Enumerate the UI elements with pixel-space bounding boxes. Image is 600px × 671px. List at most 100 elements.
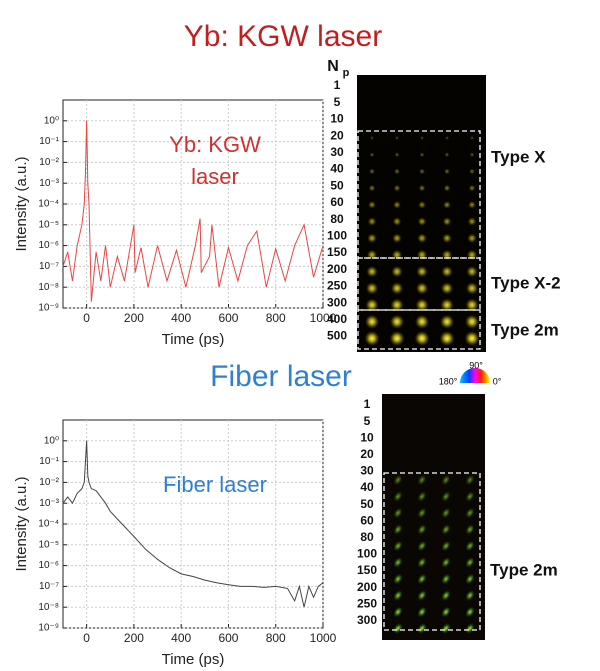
pattern-spots (364, 136, 480, 346)
y-tick-label: 10⁰ (44, 115, 59, 126)
spot (441, 524, 451, 535)
y-tick-label: 10⁻³ (39, 178, 59, 189)
spot (390, 314, 404, 329)
spot (417, 507, 427, 519)
spot (439, 331, 455, 346)
y-tick-label: 10⁻⁸ (38, 282, 59, 293)
y-tick-label: 10⁻⁷ (39, 581, 59, 592)
type-box (357, 130, 481, 631)
spot (393, 201, 401, 209)
x-tick-label: 400 (171, 311, 191, 325)
spot (465, 507, 475, 519)
spot (418, 184, 426, 192)
spot (415, 298, 429, 312)
np-label: 300 (327, 295, 347, 309)
type-label: Type 2m (491, 320, 559, 339)
x-tick-label: 800 (266, 631, 286, 645)
spot (367, 217, 377, 226)
spot (465, 573, 475, 585)
spot (470, 136, 474, 140)
spot (468, 201, 476, 209)
spot (392, 217, 402, 226)
spot (417, 606, 427, 618)
np-label: 1 (334, 78, 341, 92)
np-label: 5 (334, 95, 341, 109)
x-axis-label: Time (ps) (162, 651, 225, 668)
spot (444, 152, 450, 158)
spot (414, 331, 430, 346)
np-label: 100 (327, 228, 347, 242)
y-tick-label: 10⁻⁶ (38, 240, 59, 251)
spot (391, 266, 403, 278)
spot (465, 557, 475, 568)
spot (368, 184, 376, 192)
spot (420, 136, 424, 140)
np-label: 10 (330, 112, 344, 126)
spot (417, 217, 427, 226)
np-label: 500 (327, 329, 347, 343)
spot (441, 507, 451, 519)
np-label: 40 (360, 480, 374, 494)
x-tick-label: 800 (266, 311, 286, 325)
spot (415, 314, 429, 329)
spot (417, 557, 427, 568)
spot (440, 282, 454, 295)
spot (417, 540, 427, 552)
np-label: 80 (330, 212, 344, 226)
spot (417, 590, 427, 601)
wheel-label: 180° (439, 376, 458, 386)
spot (395, 136, 399, 140)
spot (441, 573, 451, 585)
spot (464, 331, 480, 346)
spot (369, 168, 375, 175)
spot (441, 623, 451, 634)
spot (417, 474, 427, 486)
np-label: 1 (364, 397, 371, 411)
x-tick-label: 0 (83, 311, 90, 325)
type-box (357, 130, 481, 259)
np-label: 10 (360, 430, 374, 444)
type-box (357, 309, 481, 350)
spot (441, 590, 451, 601)
np-label: 20 (330, 128, 344, 142)
np-label: 30 (330, 145, 344, 159)
spot (392, 233, 402, 243)
x-tick-label: 1000 (310, 631, 337, 645)
color-wheel (460, 368, 490, 383)
np-label: 60 (360, 513, 374, 527)
spot (465, 491, 475, 502)
spot (419, 168, 425, 175)
type-label: Type X-2 (491, 273, 561, 292)
spot (368, 201, 376, 209)
data-line (62, 120, 324, 302)
pattern-spots (393, 474, 475, 634)
spot (466, 266, 478, 278)
spot (465, 606, 475, 618)
spot (440, 314, 454, 329)
spot (467, 217, 477, 226)
spot (417, 623, 427, 634)
y-tick-label: 10⁻⁴ (38, 519, 59, 530)
x-tick-label: 1000 (310, 311, 337, 325)
np-label: 100 (357, 547, 377, 561)
wheel-label: 90° (469, 360, 483, 370)
np-label: 150 (327, 245, 347, 259)
spot (419, 152, 425, 158)
spot (415, 282, 429, 295)
np-header: N (327, 58, 339, 75)
data-line (62, 440, 324, 608)
type-box (383, 472, 481, 631)
spot (465, 282, 479, 295)
y-tick-label: 10⁰ (44, 435, 59, 446)
x-tick-label: 600 (218, 631, 238, 645)
spot (393, 507, 403, 519)
y-tick-label: 10⁻⁵ (38, 219, 59, 230)
spot (367, 233, 377, 243)
spot (465, 540, 475, 552)
np-label: 30 (360, 464, 374, 478)
spot (393, 606, 403, 618)
np-label: 250 (357, 596, 377, 610)
spot (441, 557, 451, 568)
np-label: 20 (360, 447, 374, 461)
